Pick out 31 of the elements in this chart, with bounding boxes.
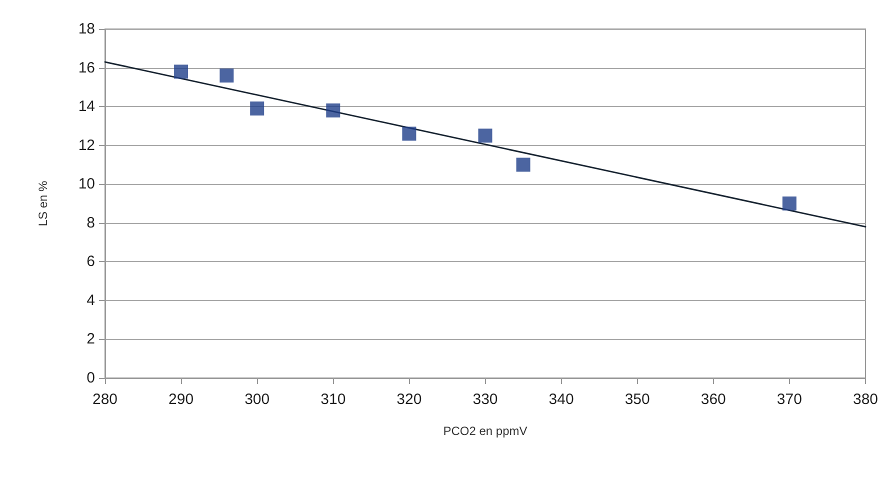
x-tick-label: 280 bbox=[92, 391, 118, 408]
y-tick-label: 12 bbox=[78, 136, 95, 154]
x-tick-label: 300 bbox=[244, 391, 270, 408]
y-tick-label: 18 bbox=[78, 20, 95, 38]
y-tick-label: 6 bbox=[86, 253, 95, 270]
y-tick-label: 16 bbox=[78, 59, 95, 76]
x-tick-label: 380 bbox=[852, 391, 878, 408]
x-tick-label: 330 bbox=[472, 391, 498, 408]
x-tick-label: 340 bbox=[548, 391, 574, 408]
point bbox=[402, 126, 416, 141]
x-axis-title: PCO2 en ppmV bbox=[443, 424, 528, 438]
y-tick-label: 8 bbox=[86, 214, 95, 232]
x-tick-label: 350 bbox=[624, 391, 650, 408]
point bbox=[782, 196, 796, 210]
y-tick-label: 0 bbox=[86, 370, 95, 386]
point bbox=[516, 158, 530, 172]
y-tick-label: 2 bbox=[86, 330, 95, 348]
point bbox=[326, 103, 340, 118]
point bbox=[174, 64, 188, 79]
x-tick-label: 360 bbox=[700, 391, 726, 408]
y-axis-title: LS en % bbox=[36, 180, 50, 226]
x-tick-label: 290 bbox=[168, 391, 194, 408]
x-tick-label: 310 bbox=[320, 391, 346, 408]
x-tick-label: 370 bbox=[776, 391, 802, 408]
y-tick-label: 14 bbox=[78, 98, 95, 116]
y-tick-label: 10 bbox=[78, 176, 95, 193]
x-tick-label: 320 bbox=[396, 391, 422, 408]
point bbox=[250, 101, 264, 116]
point bbox=[478, 128, 492, 143]
point bbox=[220, 68, 234, 83]
y-tick-label: 4 bbox=[86, 292, 95, 309]
